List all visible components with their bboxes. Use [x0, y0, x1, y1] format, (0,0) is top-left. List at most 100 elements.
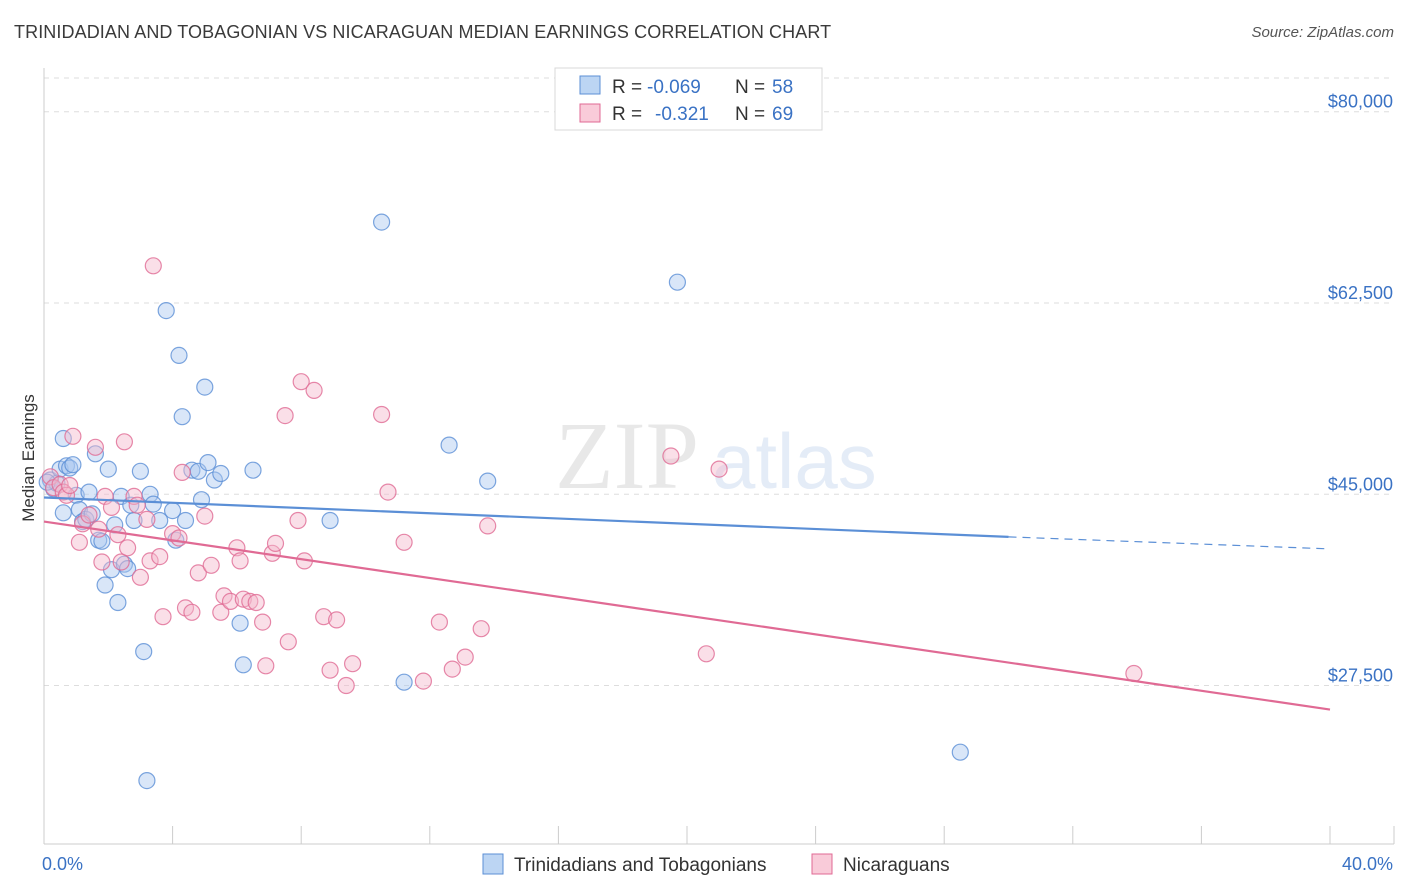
y-tick-label-2: $62,500	[1328, 283, 1393, 303]
point-0-15	[86, 445, 105, 463]
trend-line-extension-0	[1008, 536, 1331, 550]
legend-n-value-1: 58	[772, 77, 793, 98]
point-1-42	[247, 593, 265, 612]
legend-r-label-2: R =	[612, 104, 642, 125]
legend-swatch-trinidadian	[579, 75, 601, 95]
point-0-47	[231, 614, 249, 632]
point-1-65	[472, 620, 490, 638]
point-1-23	[141, 552, 159, 570]
point-1-54	[321, 661, 339, 679]
y-tick-label-3: $80,000	[1328, 92, 1393, 112]
point-1-66	[479, 517, 497, 535]
point-1-14	[102, 498, 121, 516]
legend-n-label-2: N =	[735, 104, 765, 125]
point-0-56	[951, 743, 969, 761]
point-0-7	[61, 459, 79, 477]
point-0-50	[321, 511, 339, 530]
point-0-51	[373, 213, 391, 231]
point-0-37	[170, 346, 188, 364]
point-1-53	[315, 608, 333, 626]
point-1-69	[710, 460, 728, 478]
point-0-38	[173, 408, 191, 426]
point-0-42	[192, 491, 211, 509]
point-1-41	[241, 592, 259, 611]
point-1-20	[128, 496, 146, 514]
point-1-7	[70, 533, 89, 551]
point-1-24	[144, 257, 162, 275]
point-0-52	[395, 673, 413, 691]
y-axis-label: Median Earnings	[19, 394, 38, 522]
point-1-22	[138, 510, 156, 529]
legend-r-value-1: -0.069	[647, 77, 701, 98]
watermark-atlas: atlas	[712, 417, 877, 505]
point-0-19	[99, 460, 117, 478]
point-1-16	[112, 553, 130, 571]
point-1-31	[183, 603, 201, 621]
point-1-32	[189, 564, 207, 582]
point-1-64	[456, 648, 474, 666]
point-1-6	[64, 427, 82, 445]
point-1-50	[292, 373, 310, 391]
point-1-59	[379, 483, 397, 501]
point-0-55	[668, 273, 687, 291]
trend-line-1	[43, 520, 1331, 711]
x-tick-label-min: 0.0%	[42, 854, 83, 874]
point-1-56	[337, 676, 355, 695]
point-1-28	[170, 529, 188, 547]
legend-r-label-1: R =	[612, 77, 642, 98]
source-note: Source: ZipAtlas.com	[1251, 24, 1394, 41]
chart-title: TRINIDADIAN AND TOBAGONIAN VS NICARAGUAN…	[14, 22, 832, 42]
point-0-44	[199, 454, 217, 472]
point-0-18	[96, 576, 114, 594]
point-1-18	[118, 539, 137, 557]
point-0-28	[131, 462, 149, 480]
point-0-25	[118, 559, 137, 578]
legend-n-value-2: 69	[772, 104, 793, 125]
point-1-52	[305, 381, 323, 399]
correlation-legend: R = -0.069 N = 58 R = -0.321 N = 69	[554, 67, 823, 131]
x-tick-label-max: 40.0%	[1342, 854, 1393, 874]
y-tick-labels: $27,500 $45,000 $62,500 $80,000	[1328, 92, 1393, 686]
point-1-63	[443, 660, 461, 678]
legend-r-value-2: -0.321	[655, 104, 709, 125]
point-0-29	[135, 642, 153, 661]
point-0-8	[64, 456, 82, 474]
watermark-zip: ZIP	[555, 402, 699, 509]
y-tick-label-1: $45,000	[1328, 474, 1393, 494]
point-1-35	[212, 603, 230, 621]
point-1-60	[395, 533, 413, 551]
watermark: ZIP atlas	[555, 402, 877, 509]
point-1-58	[373, 405, 391, 424]
point-1-33	[196, 507, 214, 525]
point-1-57	[344, 655, 362, 673]
point-0-49	[244, 461, 262, 479]
point-1-21	[131, 568, 149, 586]
trend-line-0	[43, 496, 1009, 538]
bottom-legend-swatch-trinidadian	[482, 853, 504, 875]
series-legend: Trinidadians and Tobagonians Nicaraguans	[482, 853, 950, 876]
point-1-39	[231, 552, 249, 570]
point-0-30	[138, 771, 156, 790]
series-nicaraguan-points	[41, 257, 1143, 695]
point-1-68	[697, 645, 715, 663]
point-1-37	[221, 592, 240, 611]
point-1-17	[115, 433, 134, 451]
point-0-4	[54, 504, 72, 522]
legend-swatch-nicaraguan	[579, 103, 601, 123]
point-0-33	[151, 511, 169, 530]
trend-lines	[43, 496, 1331, 711]
point-1-26	[154, 608, 172, 626]
point-1-10	[86, 438, 105, 456]
point-1-34	[202, 556, 220, 574]
point-0-34	[157, 302, 175, 320]
point-1-40	[234, 590, 252, 608]
point-1-12	[93, 553, 111, 571]
point-1-48	[279, 633, 297, 651]
bottom-legend-swatch-nicaraguan	[811, 853, 833, 875]
point-0-13	[80, 483, 98, 501]
series-trinidadian-points	[38, 213, 969, 790]
point-1-62	[430, 613, 448, 631]
point-0-32	[144, 495, 162, 513]
point-1-3	[54, 483, 72, 501]
